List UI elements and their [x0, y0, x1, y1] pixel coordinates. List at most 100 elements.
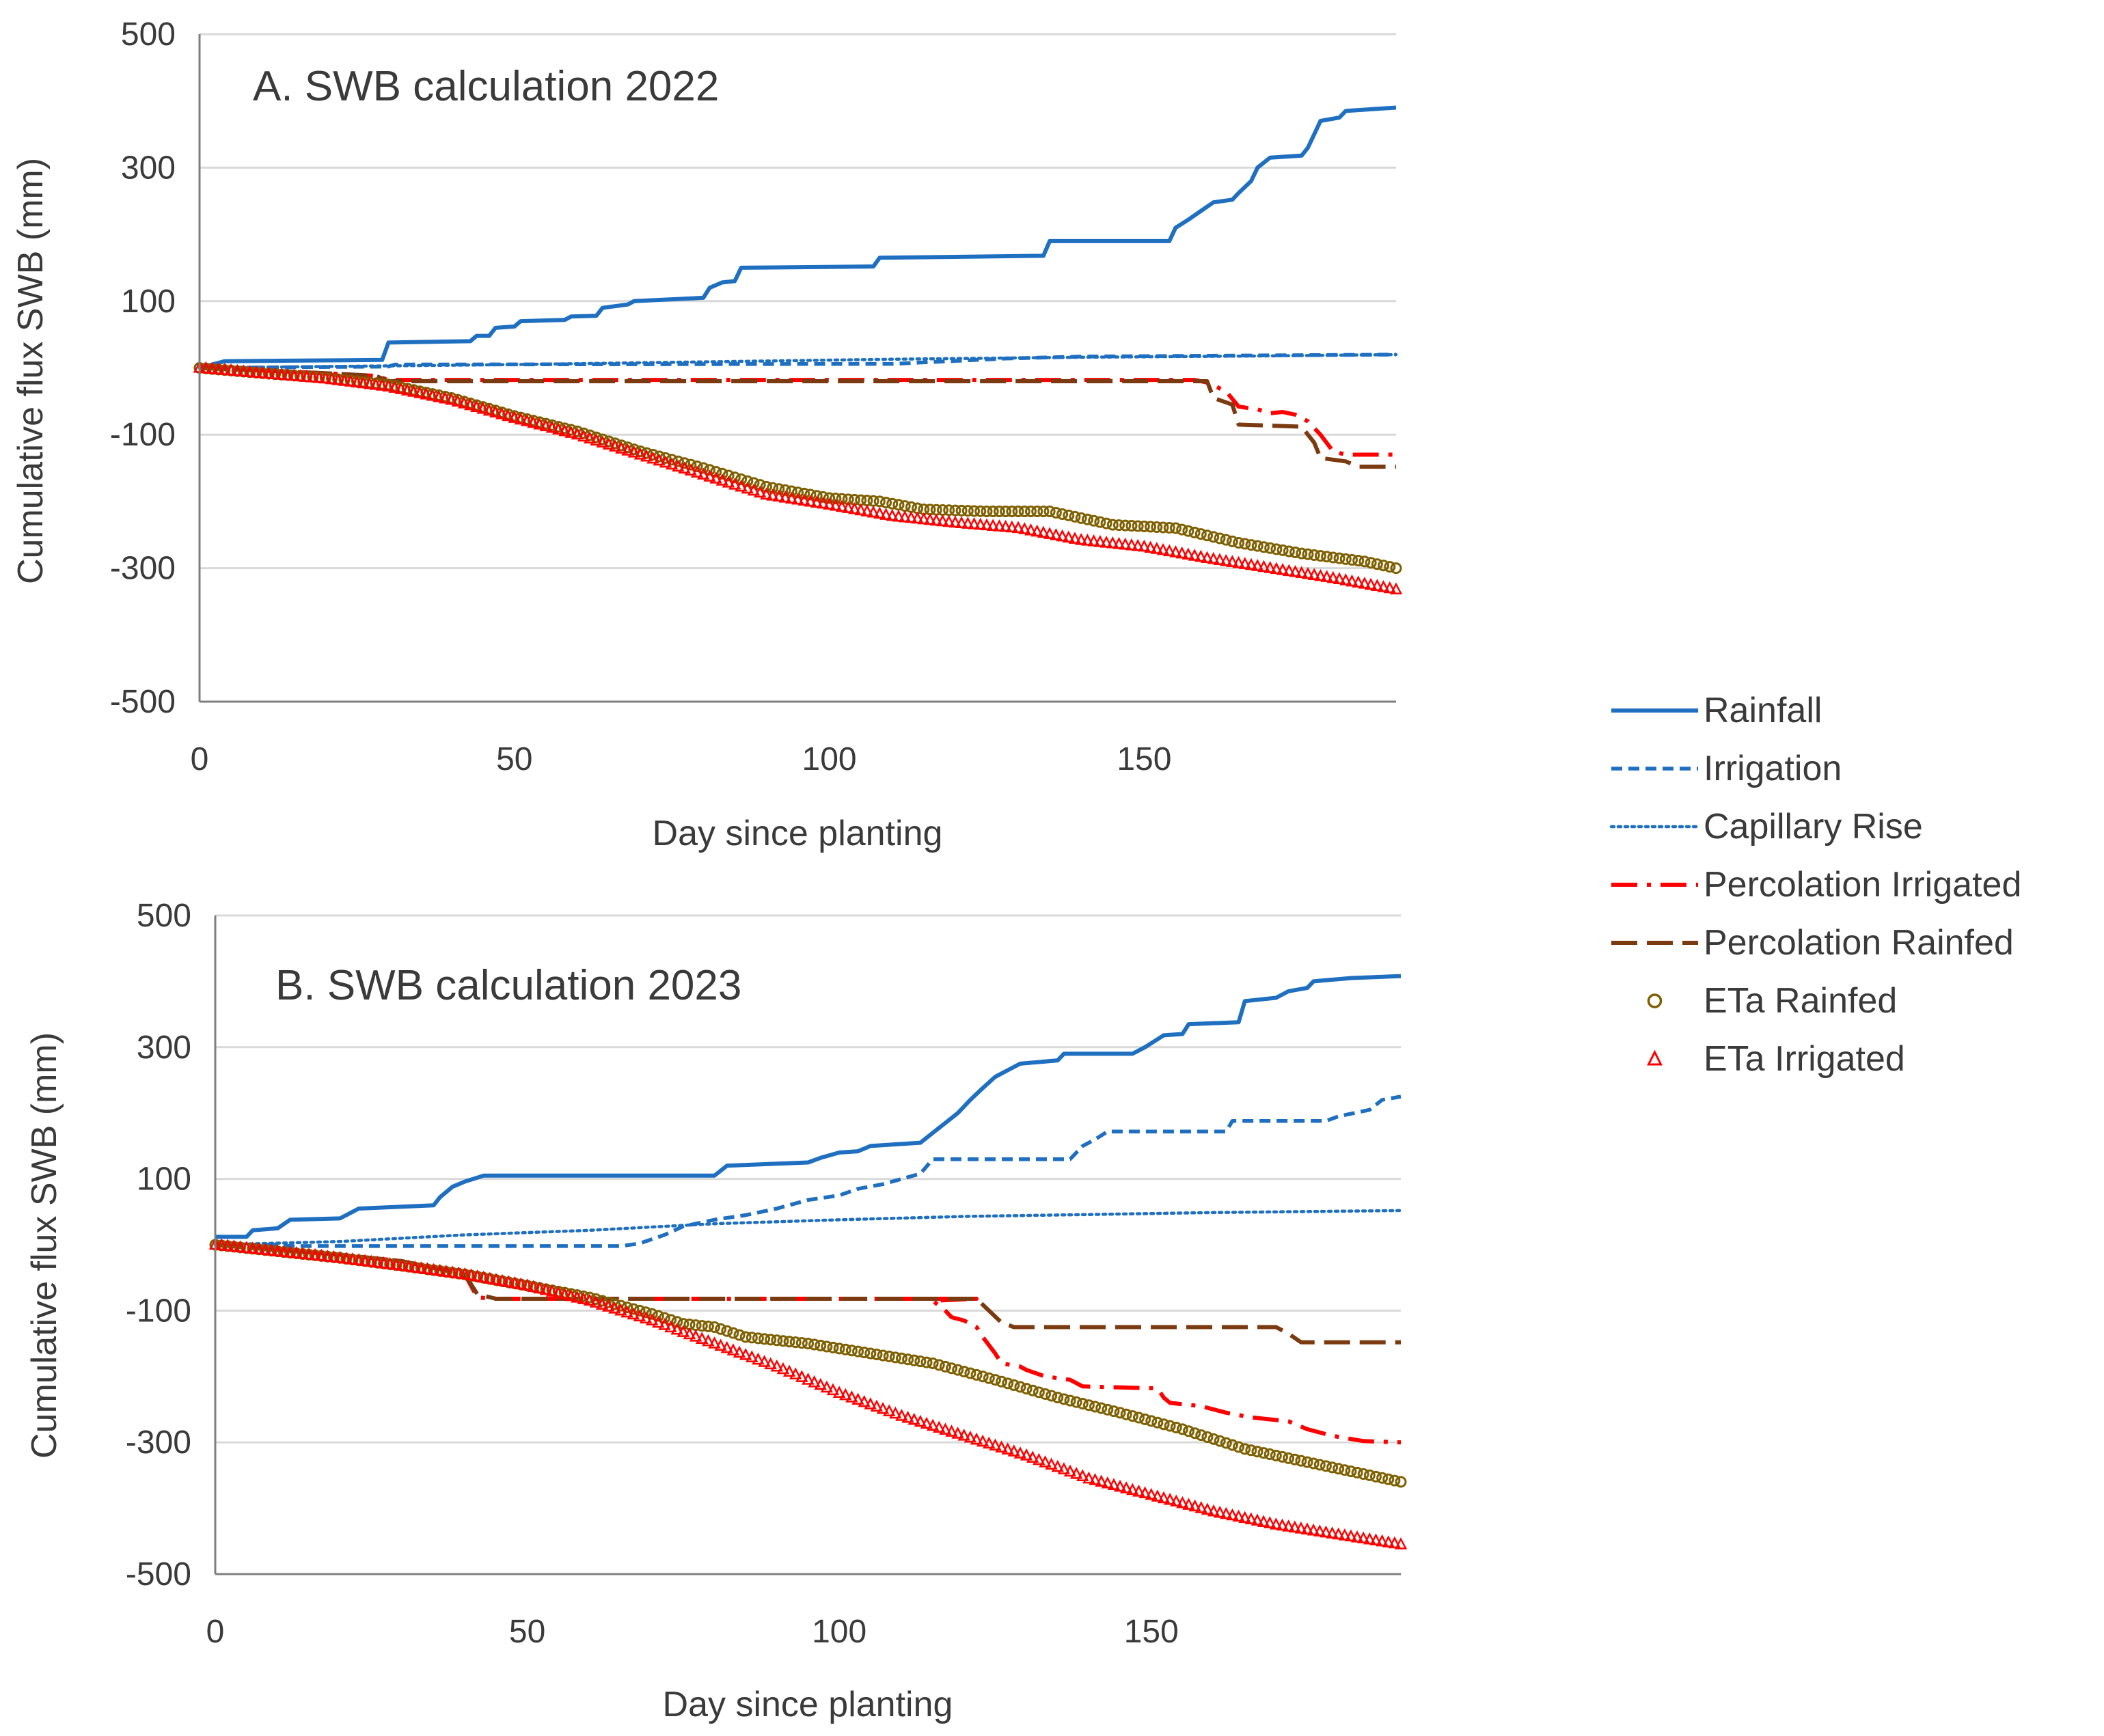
- data-point: [1037, 525, 1050, 538]
- data-point: [633, 447, 647, 460]
- data-point: [1207, 1504, 1220, 1517]
- data-point: [876, 1402, 890, 1414]
- data-point: [1151, 1416, 1164, 1429]
- data-point: [262, 366, 275, 379]
- panel-b-title: B. SWB calculation 2023: [275, 962, 741, 1009]
- data-point: [1011, 521, 1025, 534]
- data-point: [1050, 507, 1062, 519]
- data-point: [709, 471, 722, 484]
- data-point: [815, 1339, 827, 1351]
- data-point: [407, 385, 420, 397]
- data-point: [1082, 1471, 1095, 1484]
- data-point: [294, 369, 307, 382]
- data-point: [1251, 540, 1263, 552]
- data-point: [521, 1278, 534, 1291]
- data-point: [1395, 1476, 1407, 1488]
- data-point: [1313, 1459, 1326, 1471]
- data-point: [933, 1420, 946, 1433]
- data-point: [1082, 1399, 1095, 1411]
- data-point: [1288, 1520, 1301, 1533]
- data-point: [1102, 1403, 1114, 1416]
- data-point: [281, 368, 295, 381]
- data-point: [1201, 529, 1214, 542]
- data-point: [1326, 1461, 1339, 1474]
- data-point: [895, 1409, 908, 1421]
- panel-a-axes: 500 300 100 -100 -300 -500 0 50 100 150: [110, 16, 1396, 777]
- panel-a-ytick-label: 100: [121, 284, 176, 320]
- data-point: [886, 497, 899, 510]
- data-point: [930, 513, 943, 526]
- data-point: [1095, 1402, 1108, 1414]
- data-point: [515, 1277, 528, 1290]
- data-point: [658, 1312, 670, 1324]
- data-point: [308, 1248, 322, 1260]
- data-point: [1039, 1388, 1051, 1400]
- data-point: [1257, 1447, 1270, 1459]
- data-point: [697, 467, 710, 480]
- data-point: [827, 1341, 839, 1353]
- data-point: [489, 405, 502, 417]
- data-point: [533, 417, 546, 430]
- panel-b-series-irrigation: [215, 1094, 1402, 1248]
- data-point: [1307, 568, 1321, 580]
- data-point: [1145, 1487, 1158, 1500]
- data-point: [1026, 1384, 1039, 1396]
- data-point: [1045, 1457, 1058, 1470]
- data-point: [665, 1314, 677, 1326]
- data-point: [224, 363, 238, 376]
- data-point: [1276, 1518, 1289, 1531]
- data-point: [895, 1352, 907, 1364]
- data-point: [1194, 549, 1207, 562]
- data-point: [1094, 516, 1106, 528]
- data-point: [382, 379, 395, 391]
- data-point: [476, 402, 489, 414]
- data-point: [427, 1263, 440, 1276]
- data-point: [1033, 1452, 1046, 1465]
- data-point: [1364, 577, 1378, 590]
- data-point: [955, 504, 968, 516]
- data-point: [653, 453, 666, 466]
- data-point: [237, 364, 250, 377]
- data-point: [296, 1247, 310, 1259]
- data-point: [357, 376, 370, 389]
- data-point: [1301, 566, 1315, 579]
- data-point: [901, 1411, 914, 1423]
- data-point: [221, 1239, 234, 1252]
- data-point: [832, 1386, 846, 1398]
- data-point: [1194, 528, 1207, 540]
- data-point: [1089, 1401, 1102, 1413]
- data-point: [545, 420, 559, 433]
- data-point: [1276, 544, 1289, 556]
- data-point: [810, 490, 823, 502]
- data-point: [1138, 539, 1151, 552]
- data-point: [1145, 1415, 1158, 1427]
- data-point: [327, 1250, 340, 1263]
- data-point: [866, 505, 880, 518]
- data-point: [1338, 1528, 1352, 1541]
- data-point: [552, 422, 565, 435]
- data-point: [1164, 1420, 1176, 1432]
- data-point: [1088, 514, 1100, 527]
- data-point: [199, 361, 213, 374]
- data-point: [1024, 506, 1037, 518]
- panel-b-series-rainfall: [215, 974, 1402, 1239]
- data-point: [870, 1399, 884, 1412]
- data-point: [1239, 1443, 1251, 1455]
- data-point: [388, 381, 401, 393]
- data-point: [722, 469, 735, 482]
- data-point: [1314, 550, 1326, 562]
- data-point: [1308, 549, 1320, 561]
- data-point: [802, 1373, 815, 1385]
- data-point: [495, 407, 508, 419]
- data-point: [920, 1416, 933, 1429]
- data-point: [1300, 1522, 1314, 1535]
- data-point: [683, 1327, 696, 1340]
- data-point: [1000, 506, 1012, 518]
- panel-a-series-rainfall: [199, 105, 1397, 370]
- data-point: [1024, 523, 1037, 536]
- data-point: [817, 491, 829, 503]
- data-point: [1119, 519, 1132, 532]
- data-point: [1020, 1448, 1033, 1461]
- data-point: [691, 460, 703, 473]
- data-point: [939, 1360, 951, 1373]
